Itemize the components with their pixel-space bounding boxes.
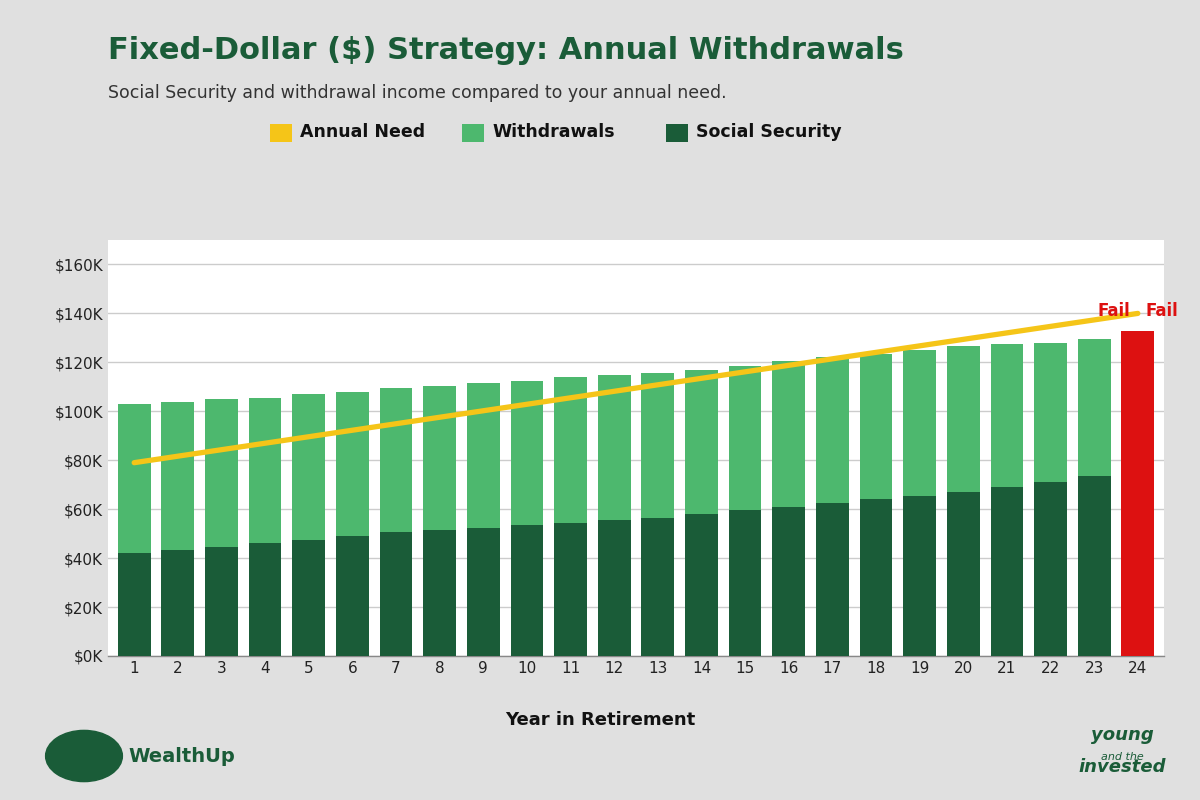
Bar [1078, 476, 1110, 656]
Bar [773, 361, 805, 506]
Bar [467, 527, 499, 656]
Bar [554, 377, 587, 522]
Text: young: young [1091, 726, 1153, 744]
Bar [336, 392, 368, 536]
Text: invested: invested [1079, 758, 1165, 776]
Bar [642, 374, 674, 518]
Text: Social Security and withdrawal income compared to your annual need.: Social Security and withdrawal income co… [108, 84, 727, 102]
Bar [205, 547, 238, 656]
Bar [1122, 470, 1154, 656]
Text: and the: and the [1100, 752, 1144, 762]
Bar [1034, 342, 1067, 482]
Text: Fail: Fail [1097, 302, 1130, 319]
Bar [205, 399, 238, 547]
Text: W: W [73, 746, 95, 766]
Bar [336, 536, 368, 656]
Bar [816, 358, 848, 503]
Text: Annual Need: Annual Need [300, 123, 425, 141]
Bar [728, 510, 762, 656]
Bar [554, 522, 587, 656]
Bar [467, 383, 499, 527]
Bar [990, 344, 1024, 487]
Bar [248, 398, 282, 543]
Bar [947, 346, 979, 492]
Text: Year in Retirement: Year in Retirement [505, 711, 695, 729]
Bar [118, 404, 150, 554]
Text: WealthUp: WealthUp [128, 746, 235, 766]
Bar [816, 503, 848, 656]
Bar [947, 492, 979, 656]
Text: Fail: Fail [1146, 302, 1178, 319]
Bar [1122, 330, 1154, 470]
Bar [162, 402, 194, 550]
Bar [379, 388, 413, 533]
Bar [162, 550, 194, 656]
Bar [598, 374, 630, 520]
Bar [598, 520, 630, 656]
Bar [510, 525, 544, 656]
Bar [728, 366, 762, 510]
Bar [379, 533, 413, 656]
Bar [773, 506, 805, 656]
Bar [1034, 482, 1067, 656]
Bar [685, 514, 718, 656]
Bar [685, 370, 718, 514]
Text: Social Security: Social Security [696, 123, 841, 141]
Bar [248, 543, 282, 656]
Text: Withdrawals: Withdrawals [492, 123, 614, 141]
Text: Fixed-Dollar ($) Strategy: Annual Withdrawals: Fixed-Dollar ($) Strategy: Annual Withdr… [108, 36, 904, 65]
Bar [904, 350, 936, 496]
Bar [118, 554, 150, 656]
Bar [1078, 339, 1110, 476]
Bar [293, 394, 325, 540]
Bar [293, 540, 325, 656]
Bar [510, 381, 544, 525]
Bar [424, 530, 456, 656]
Bar [990, 487, 1024, 656]
Bar [904, 496, 936, 656]
Bar [424, 386, 456, 530]
Bar [859, 354, 893, 499]
Bar [859, 499, 893, 656]
Bar [642, 518, 674, 656]
